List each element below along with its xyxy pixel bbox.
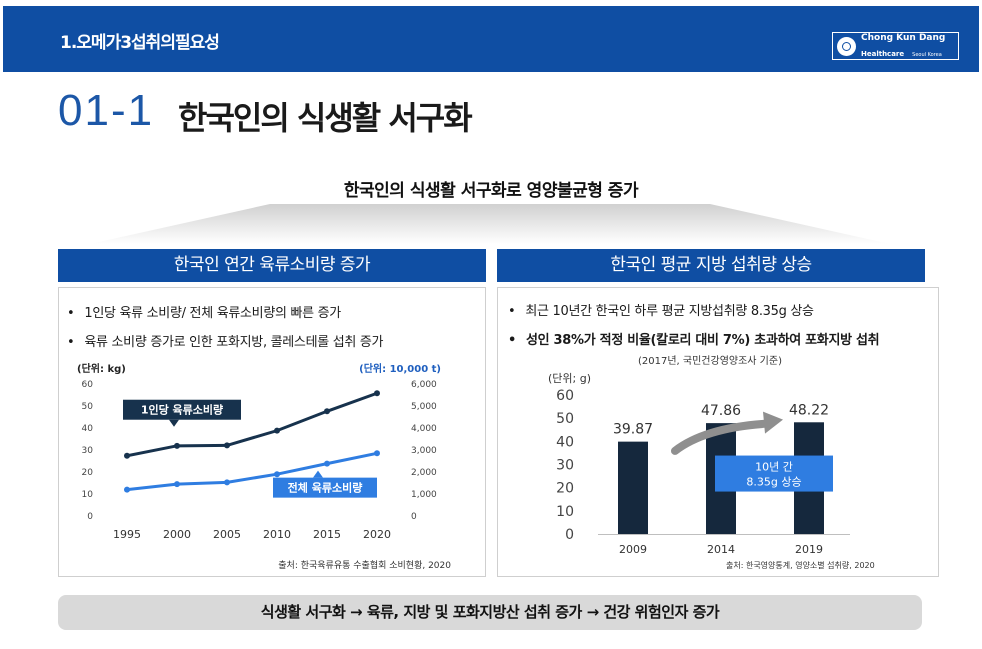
top-header-bar: 1.오메가3섭취의필요성 Chong Kun Dang Healthcare Se… <box>3 6 979 72</box>
bar-category-label: 2009 <box>619 543 647 556</box>
series-line-2 <box>126 451 378 492</box>
funnel-shape <box>90 204 890 244</box>
right-tick-label: 5,000 <box>411 402 437 412</box>
logo-emblem-icon <box>837 36 856 56</box>
left-panel-heading: 한국인 연간 육류소비량 증가 <box>58 249 486 282</box>
left-tick-label: 10 <box>82 490 94 500</box>
bar-value-label: 48.22 <box>789 402 829 418</box>
right-tick-label: 1,000 <box>411 490 437 500</box>
logo-line-2: Healthcare <box>861 49 905 58</box>
bar-y-tick-label: 0 <box>565 527 574 543</box>
series-label-pointer-1 <box>169 419 179 427</box>
logo-line-1: Chong Kun Dang <box>861 32 946 43</box>
bar-category-label: 2014 <box>707 543 735 556</box>
bar-y-tick-label: 50 <box>556 411 574 427</box>
trend-arrow-head <box>763 411 783 434</box>
series-point <box>224 479 230 486</box>
left-tick-label: 30 <box>82 446 94 456</box>
company-logo: Chong Kun Dang Healthcare Seoul Korea <box>832 32 959 60</box>
left-tick-label: 60 <box>82 380 94 390</box>
left-bullet-list: 1인당 육류 소비량/ 전체 육류소비량의 빠른 증가 육류 소비량 증가로 인… <box>67 302 383 360</box>
left-panel: 1인당 육류 소비량/ 전체 육류소비량의 빠른 증가 육류 소비량 증가로 인… <box>58 287 486 577</box>
footer-summary: 식생활 서구화 → 육류, 지방 및 포화지방산 섭취 증가 → 건강 위험인자… <box>58 595 922 630</box>
right-panel: 최근 10년간 한국인 하루 평균 지방섭취량 8.35g 상승 성인 38%가… <box>497 287 939 577</box>
slide-number: 01-1 <box>58 86 155 135</box>
slide-title: 한국인의 식생활 서구화 <box>178 99 473 137</box>
x-tick-label: 2005 <box>213 528 241 541</box>
right-tick-label: 2,000 <box>411 468 437 478</box>
bar-y-tick-label: 30 <box>556 458 574 474</box>
series-point <box>124 452 130 459</box>
series-point <box>274 471 280 478</box>
series-point <box>274 427 280 434</box>
series-name-label-2: 전체 육류소비량 <box>288 481 363 495</box>
series-point <box>124 486 130 493</box>
series-point <box>324 460 330 467</box>
bar-y-tick-label: 40 <box>556 434 574 450</box>
trend-arrow-shaft <box>671 419 771 455</box>
left-bullet-2: 육류 소비량 증가로 인한 포화지방, 콜레스테롤 섭취 증가 <box>67 331 383 350</box>
series-point <box>374 450 380 457</box>
annotation-box <box>715 455 833 492</box>
bar-value-label: 39.87 <box>613 422 653 438</box>
x-tick-label: 1995 <box>113 528 141 541</box>
series-name-label-1: 1인당 육류소비량 <box>141 403 223 417</box>
right-tick-label: 4,000 <box>411 424 437 434</box>
series-point <box>374 390 380 397</box>
right-axis-unit-label: (단위: 10,000 t) <box>359 362 441 375</box>
logo-line-3: Seoul Korea <box>912 51 942 58</box>
annotation-line-1: 10년 간 <box>755 461 793 474</box>
left-tick-label: 0 <box>87 512 93 522</box>
right-bullet-1: 최근 10년간 한국인 하루 평균 지방섭취량 8.35g 상승 <box>508 300 879 319</box>
series-label-box-1 <box>123 399 241 420</box>
left-tick-label: 40 <box>82 424 94 434</box>
series-point <box>224 442 230 449</box>
bar-category-label: 2019 <box>795 543 823 556</box>
series-line-1 <box>126 391 378 458</box>
right-tick-label: 6,000 <box>411 380 437 390</box>
series-label-pointer-2 <box>313 470 323 478</box>
fat-intake-bar-chart: (단위; g) 0 10 20 30 40 50 60 39.87 2009 47.86 2014 48… <box>548 372 850 556</box>
x-tick-label: 2010 <box>263 528 291 541</box>
left-tick-label: 20 <box>82 468 94 478</box>
banner-heading: 한국인의 식생활 서구화로 영양불균형 증가 <box>343 181 639 201</box>
bar-y-tick-label: 10 <box>556 504 574 520</box>
meat-consumption-line-chart: (단위: kg) (단위: 10,000 t) 0 10 20 30 40 50 60 0 1,00… <box>77 362 441 541</box>
right-bullet-list: 최근 10년간 한국인 하루 평균 지방섭취량 8.35g 상승 성인 38%가… <box>508 300 879 358</box>
annotation-line-2: 8.35g 상승 <box>746 476 801 489</box>
left-bullet-1: 1인당 육류 소비량/ 전체 육류소비량의 빠른 증가 <box>67 302 383 321</box>
section-title: 1.오메가3섭취의필요성 <box>60 33 220 53</box>
bar-value-label: 47.86 <box>701 403 741 419</box>
x-tick-label: 2020 <box>363 528 391 541</box>
series-point <box>174 481 180 488</box>
x-tick-label: 2015 <box>313 528 341 541</box>
survey-note: (2017년, 국민건강영양조사 기준) <box>638 356 782 367</box>
bar-y-tick-label: 60 <box>556 388 574 404</box>
left-tick-label: 50 <box>82 402 94 412</box>
right-panel-heading: 한국인 평균 지방 섭취량 상승 <box>497 249 925 282</box>
right-source-note: 출처: 한국영양통계, 영양소별 섭취량, 2020 <box>726 561 875 570</box>
right-tick-label: 0 <box>411 512 417 522</box>
left-source-note: 출처: 한국육류유통 수출협회 소비현황, 2020 <box>278 561 451 571</box>
x-tick-label: 2000 <box>163 528 191 541</box>
bar <box>618 441 648 534</box>
series-label-box-2 <box>273 477 377 498</box>
bar-unit-label: (단위; g) <box>548 372 591 385</box>
right-tick-label: 3,000 <box>411 446 437 456</box>
series-point <box>174 442 180 449</box>
series-point <box>324 408 330 415</box>
right-bullet-2: 성인 38%가 적정 비율(칼로리 대비 7%) 초과하여 포화지방 섭취 <box>508 329 880 348</box>
left-axis-unit-label: (단위: kg) <box>77 362 126 375</box>
bar-y-tick-label: 20 <box>556 481 574 497</box>
